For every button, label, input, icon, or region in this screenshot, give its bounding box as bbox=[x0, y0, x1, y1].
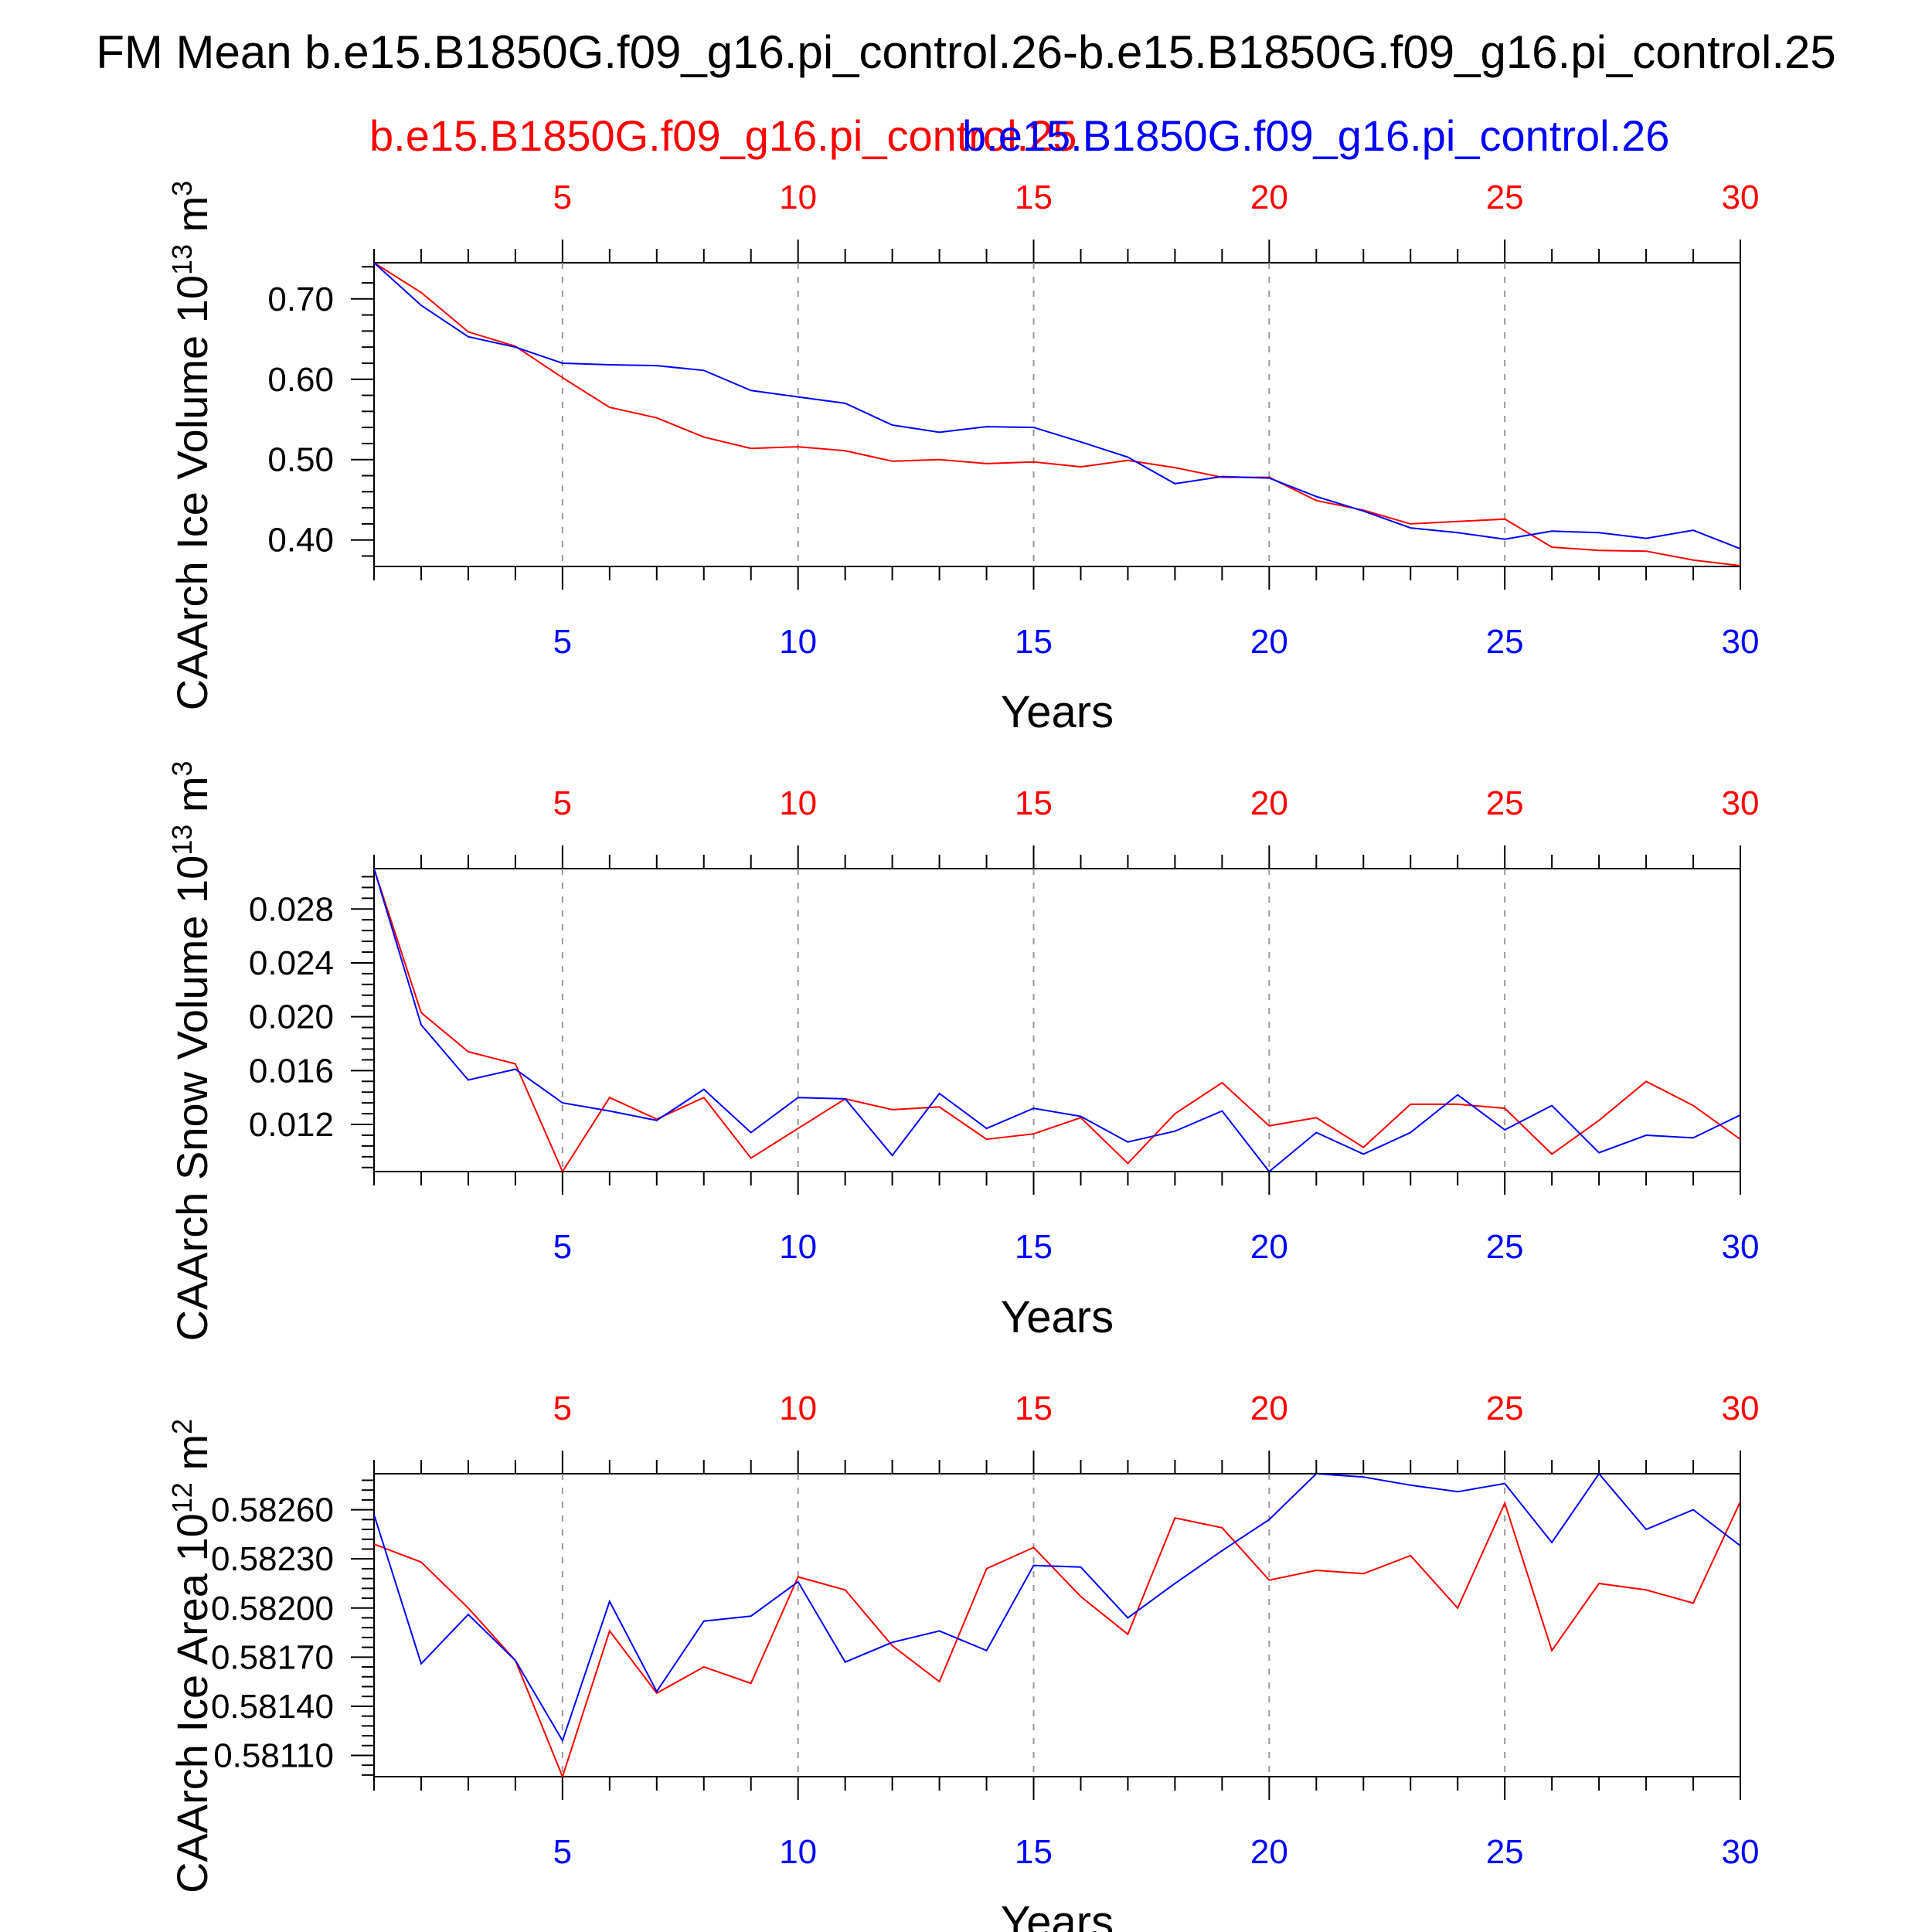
x-tick-label-bottom: 25 bbox=[1486, 623, 1524, 661]
panel-1: 5 5 10 10 15 15 20 20 25 25 30 30 0.40 0.50 0.60 0.70 Ye… bbox=[166, 179, 1760, 737]
y-tick-label: 0.40 bbox=[267, 522, 334, 560]
plot-frame bbox=[373, 868, 1741, 1172]
y-tick-label: 0.58260 bbox=[211, 1492, 334, 1529]
legend-case1-label: b.e15.B1850G.f09_g16.pi_control.25 bbox=[369, 111, 1077, 160]
series-line-case2 bbox=[374, 263, 1740, 550]
y-tick-label: 0.012 bbox=[249, 1106, 334, 1144]
x-tick-label-top: 20 bbox=[1250, 784, 1288, 822]
series-line-case2 bbox=[374, 869, 1740, 1172]
x-axis-label: Years bbox=[1001, 1292, 1114, 1342]
x-tick-label-bottom: 10 bbox=[779, 1833, 817, 1871]
x-tick-label-top: 10 bbox=[779, 179, 817, 216]
x-tick-label-top: 25 bbox=[1486, 1389, 1524, 1427]
x-tick-label-bottom: 20 bbox=[1250, 1228, 1288, 1266]
x-tick-label-bottom: 30 bbox=[1722, 1833, 1760, 1871]
plot-frame bbox=[373, 1473, 1741, 1777]
x-tick-label-bottom: 25 bbox=[1486, 1228, 1524, 1266]
y-tick-label: 0.58140 bbox=[211, 1688, 334, 1726]
x-tick-label-bottom: 5 bbox=[553, 1228, 572, 1266]
y-tick-label: 0.58110 bbox=[213, 1736, 334, 1774]
x-tick-label-top: 10 bbox=[779, 1389, 817, 1427]
y-tick-label: 0.58230 bbox=[211, 1540, 334, 1578]
x-tick-label-top: 10 bbox=[779, 784, 817, 822]
series-line-case1 bbox=[374, 869, 1740, 1172]
x-tick-label-bottom: 15 bbox=[1015, 1833, 1053, 1871]
x-tick-label-top: 25 bbox=[1486, 179, 1524, 216]
x-tick-label-bottom: 15 bbox=[1015, 1228, 1053, 1266]
x-tick-label-top: 15 bbox=[1015, 179, 1053, 216]
x-tick-label-bottom: 5 bbox=[553, 1833, 572, 1871]
x-tick-label-bottom: 20 bbox=[1250, 623, 1288, 661]
y-tick-label: 0.016 bbox=[249, 1052, 334, 1090]
series-line-case1 bbox=[374, 263, 1740, 566]
chart-panels: 5 5 10 10 15 15 20 20 25 25 30 30 0.40 0.50 0.60 0.70 Ye… bbox=[166, 179, 1760, 1932]
x-axis-label: Years bbox=[1001, 687, 1114, 737]
x-tick-label-bottom: 20 bbox=[1250, 1833, 1288, 1871]
chart-title: FM Mean b.e15.B1850G.f09_g16.pi_control.… bbox=[96, 26, 1836, 78]
y-axis-label: CAArch Ice Area 1012 m2 bbox=[166, 1419, 217, 1893]
x-tick-label-bottom: 5 bbox=[553, 623, 572, 661]
y-axis-label: CAArch Ice Volume 1013 m3 bbox=[166, 181, 217, 711]
y-tick-label: 0.50 bbox=[267, 441, 334, 479]
y-tick-label: 0.60 bbox=[267, 361, 334, 399]
y-tick-label: 0.58200 bbox=[211, 1590, 334, 1628]
x-tick-label-top: 20 bbox=[1250, 179, 1288, 216]
x-tick-label-top: 20 bbox=[1250, 1389, 1288, 1427]
x-tick-label-top: 30 bbox=[1722, 179, 1760, 216]
x-tick-label-top: 15 bbox=[1015, 784, 1053, 822]
panel-3: 5 5 10 10 15 15 20 20 25 25 30 30 0.58110 0.58140 0.58… bbox=[166, 1389, 1760, 1932]
x-tick-label-top: 30 bbox=[1722, 1389, 1760, 1427]
plot-frame bbox=[373, 262, 1741, 567]
panel-2: 5 5 10 10 15 15 20 20 25 25 30 30 0.012 0.016 0.020 0.0… bbox=[166, 760, 1760, 1342]
x-tick-label-bottom: 10 bbox=[779, 623, 817, 661]
x-tick-label-bottom: 15 bbox=[1015, 623, 1053, 661]
x-tick-label-bottom: 25 bbox=[1486, 1833, 1524, 1871]
x-tick-label-top: 5 bbox=[553, 1389, 572, 1427]
series-line-case2 bbox=[374, 1474, 1740, 1743]
x-tick-label-top: 15 bbox=[1015, 1389, 1053, 1427]
x-tick-label-bottom: 30 bbox=[1722, 623, 1760, 661]
legend-case2-label: b.e15.B1850G.f09_g16.pi_control.26 bbox=[962, 111, 1669, 160]
x-tick-label-top: 5 bbox=[553, 784, 572, 822]
x-tick-label-top: 5 bbox=[553, 179, 572, 216]
x-tick-label-top: 25 bbox=[1486, 784, 1524, 822]
x-tick-label-bottom: 30 bbox=[1722, 1228, 1760, 1266]
y-tick-label: 0.70 bbox=[267, 281, 334, 318]
y-tick-label: 0.020 bbox=[249, 998, 334, 1036]
x-tick-label-top: 30 bbox=[1722, 784, 1760, 822]
x-tick-label-bottom: 10 bbox=[779, 1228, 817, 1266]
y-tick-label: 0.028 bbox=[249, 890, 334, 928]
x-axis-label: Years bbox=[1001, 1897, 1114, 1932]
y-tick-label: 0.58170 bbox=[211, 1638, 334, 1676]
y-tick-label: 0.024 bbox=[249, 944, 334, 982]
series-line-case1 bbox=[374, 1501, 1740, 1777]
y-axis-label: CAArch Snow Volume 1013 m3 bbox=[166, 760, 217, 1341]
